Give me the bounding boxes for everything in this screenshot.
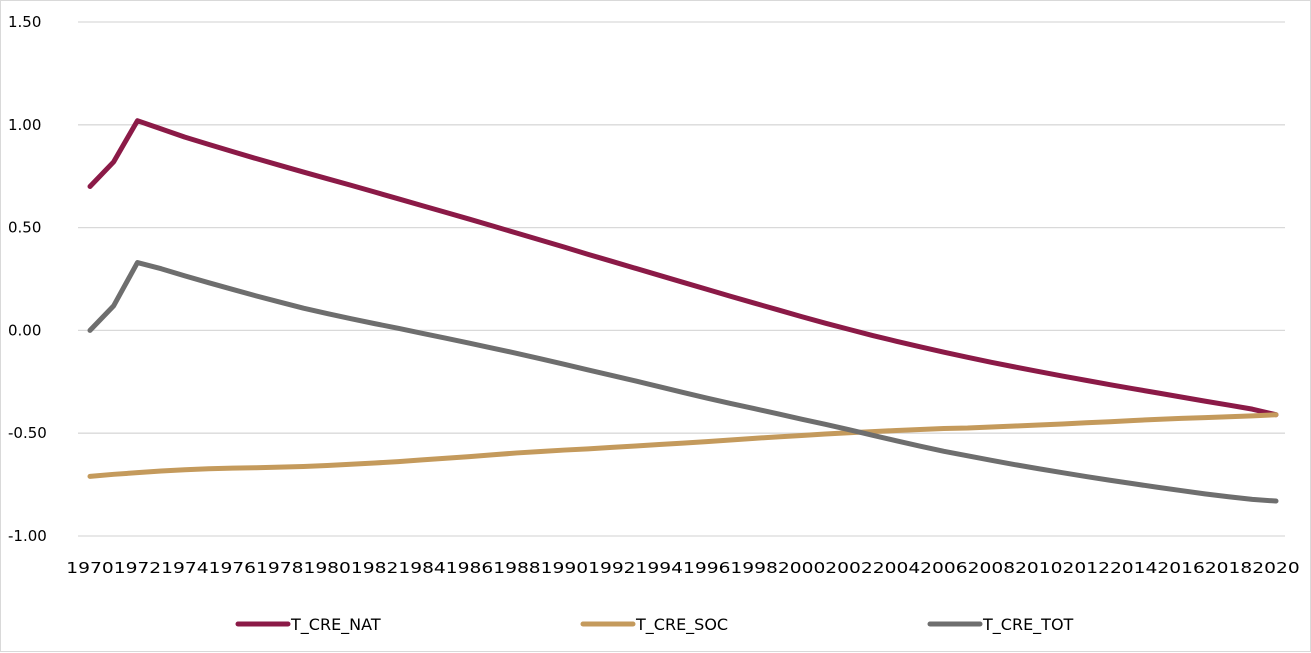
x-tick-label: 2000 [778, 559, 825, 577]
x-tick-label: 1972 [114, 559, 161, 577]
x-tick-label: 1974 [161, 559, 208, 577]
grid-lines [78, 21, 1285, 537]
x-tick-label: 1986 [446, 559, 493, 577]
legend-label: T_CRE_NAT [290, 615, 381, 635]
x-tick-label: 1994 [636, 559, 683, 577]
x-tick-label: 2014 [1110, 559, 1157, 577]
y-tick-label: 1.00 [8, 116, 41, 134]
x-tick-label: 1992 [588, 559, 635, 577]
x-tick-label: 1998 [730, 559, 777, 577]
x-tick-label: 1976 [209, 559, 256, 577]
y-axis-tick-labels: 1.50 1.00 0.50 0.00 -0.50 -1.00 [8, 13, 47, 545]
x-tick-label: 1996 [683, 559, 730, 577]
legend-label: T_CRE_TOT [982, 615, 1074, 635]
legend-label: T_CRE_SOC [635, 615, 728, 635]
y-tick-label: 0.50 [8, 219, 41, 237]
legend-item-t-cre-soc: T_CRE_SOC [580, 615, 728, 635]
x-tick-label: 1980 [303, 559, 350, 577]
x-tick-label: 1990 [541, 559, 588, 577]
x-tick-label: 2020 [1252, 559, 1299, 577]
x-tick-label: 2002 [825, 559, 872, 577]
x-tick-label: 2004 [873, 559, 920, 577]
x-tick-label: 1984 [398, 559, 445, 577]
x-tick-label: 2012 [1063, 559, 1110, 577]
x-tick-label: 2008 [968, 559, 1015, 577]
x-axis-tick-labels: 1970 1972 1974 1976 1978 1980 1982 1984 1986 1988… [66, 559, 1299, 577]
x-tick-label: 2016 [1157, 559, 1204, 577]
series-line-t-cre-soc [87, 412, 1279, 479]
x-tick-label: 1978 [256, 559, 303, 577]
y-tick-label: -0.50 [8, 424, 47, 442]
y-tick-label: 0.00 [8, 321, 41, 339]
legend-item-t-cre-tot: T_CRE_TOT [927, 615, 1074, 635]
x-tick-label: 1988 [493, 559, 540, 577]
y-tick-label: 1.50 [8, 13, 41, 31]
series-line-t-cre-tot [87, 260, 1279, 504]
y-tick-label: -1.00 [8, 527, 47, 545]
x-tick-label: 2006 [920, 559, 967, 577]
series-line-t-cre-nat [87, 118, 1279, 418]
series-lines [87, 118, 1279, 504]
x-tick-label: 1970 [66, 559, 113, 577]
legend: T_CRE_NAT T_CRE_SOC T_CRE_TOT [235, 615, 1074, 635]
legend-item-t-cre-nat: T_CRE_NAT [235, 615, 381, 635]
x-tick-label: 2018 [1205, 559, 1252, 577]
x-tick-label: 2010 [1015, 559, 1062, 577]
x-tick-label: 1982 [351, 559, 398, 577]
